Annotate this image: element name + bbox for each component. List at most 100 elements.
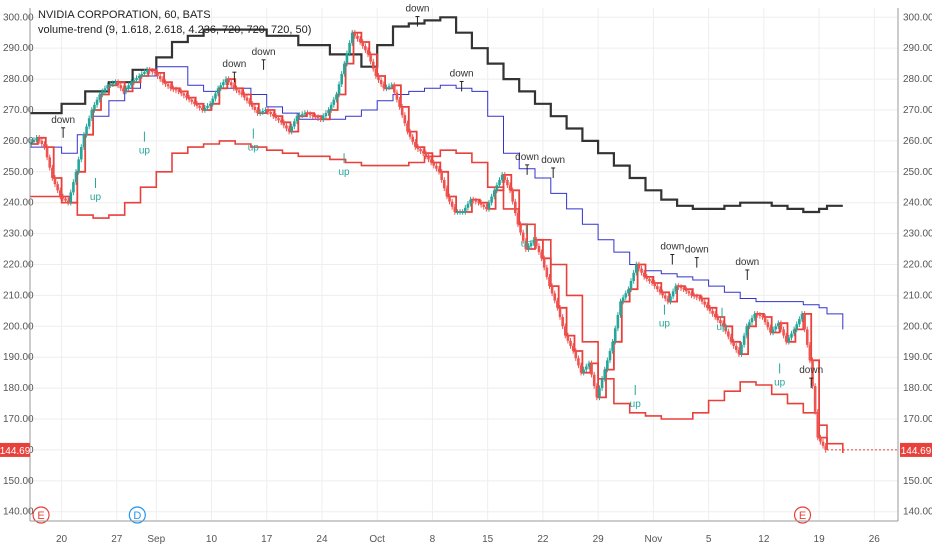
candle-body [763, 317, 767, 323]
candle-body [479, 202, 483, 205]
candle-body [256, 109, 259, 114]
candle-body [574, 351, 578, 359]
candle-body [58, 190, 62, 197]
candle-body [445, 188, 449, 197]
candle-body [698, 297, 701, 299]
candle-body [674, 286, 678, 292]
candle-body [343, 63, 346, 74]
candle-body [529, 242, 533, 246]
y-tick-label-right: 240.00 [903, 198, 932, 209]
candle-body [440, 171, 443, 181]
candle-body [561, 317, 564, 327]
candle-body [706, 304, 709, 308]
candle-body [535, 239, 538, 246]
candle-body [500, 174, 504, 181]
candle-body [753, 313, 756, 319]
candle-body [53, 177, 57, 185]
candle-body [792, 329, 796, 334]
candle-body [798, 319, 801, 325]
candle-body [319, 118, 322, 120]
candle-body [371, 61, 375, 69]
candle-body [687, 291, 691, 294]
candle-body [461, 211, 464, 213]
candle-body [616, 314, 620, 329]
candle-body [437, 168, 441, 172]
series-line-upper [30, 16, 843, 214]
candle-body [85, 126, 88, 135]
candle-body [190, 99, 194, 102]
candle-body [69, 192, 73, 203]
candle-body [585, 366, 588, 370]
candle-body [803, 313, 806, 330]
candle-body [266, 109, 270, 113]
y-tick-label-right: 280.00 [903, 74, 932, 85]
candle-body [411, 136, 415, 142]
candle-body [135, 78, 138, 81]
candle-body [748, 322, 751, 327]
candle-body [98, 94, 102, 100]
candle-body [579, 365, 583, 373]
candle-body [148, 69, 151, 71]
candle-body [200, 107, 204, 110]
candle-body [679, 287, 683, 289]
candle-body [521, 232, 525, 241]
candle-body [708, 307, 712, 311]
candle-body [235, 88, 238, 91]
candle-body [779, 323, 783, 330]
candle-body [295, 116, 299, 122]
candle-body [737, 350, 741, 355]
candle-body [203, 107, 207, 110]
candle-body [403, 115, 407, 124]
candle-body [466, 203, 470, 208]
x-tick-label: 17 [261, 534, 273, 545]
candle-body [606, 360, 609, 370]
y-tick-label-left: 240.00 [3, 198, 34, 209]
candle-body [74, 171, 78, 183]
chart-title: NVIDIA CORPORATION, 60, BATS [38, 9, 211, 21]
price-badge-right-bg [900, 442, 932, 457]
candle-body [813, 386, 817, 412]
candle-body [782, 329, 785, 336]
candle-body [406, 123, 409, 132]
x-tick-label: 15 [482, 534, 494, 545]
candle-body [261, 111, 265, 113]
y-tick-label-right: 230.00 [903, 229, 932, 240]
event-label: E [37, 510, 44, 522]
candle-body [216, 88, 220, 94]
candle-body [608, 351, 612, 361]
annotation-down: down [515, 152, 539, 163]
candle-body [524, 240, 528, 250]
candle-body [208, 103, 212, 106]
candle-body [129, 82, 133, 86]
candle-body [43, 143, 46, 148]
candle-body [464, 207, 467, 212]
candle-body [821, 441, 825, 446]
y-tick-label-right: 140.00 [903, 507, 932, 518]
candle-body [769, 327, 772, 333]
candle-body [487, 202, 491, 209]
x-tick-label: 22 [537, 534, 549, 545]
candle-body [629, 280, 633, 290]
candle-body [51, 167, 54, 178]
candle-body [703, 301, 706, 305]
candle-body [503, 174, 507, 181]
y-tick-label-right: 300.00 [903, 12, 932, 23]
candle-body [158, 75, 162, 80]
candle-body [558, 307, 562, 318]
candle-body [272, 114, 275, 117]
candle-body [516, 212, 520, 225]
y-tick-label-right: 210.00 [903, 290, 932, 301]
candle-body [456, 211, 459, 213]
y-tick-label-left: 180.00 [3, 383, 34, 394]
candle-body [166, 84, 170, 87]
candle-body [240, 92, 244, 95]
candle-body [385, 87, 388, 89]
candle-body [253, 106, 257, 110]
candle-body [114, 82, 117, 84]
indicator-label: volume-trend (9, 1.618, 2.618, 4.236, 72… [38, 24, 311, 36]
series-line-lower [30, 140, 844, 453]
candle-body [427, 156, 430, 160]
x-tick-label: 26 [869, 534, 881, 545]
